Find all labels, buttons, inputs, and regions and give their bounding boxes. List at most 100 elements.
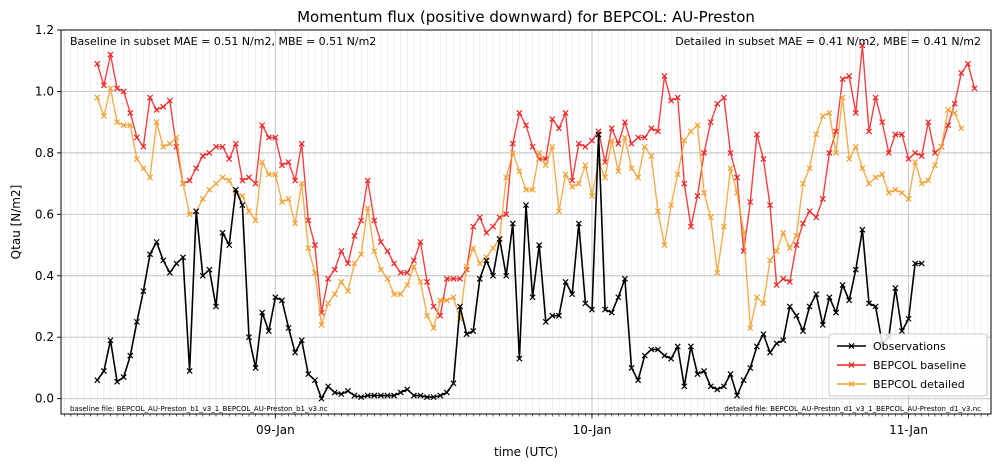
marker-stroke [734,174,741,181]
marker-stroke [549,116,556,123]
data-point-baseline [885,149,892,156]
marker-stroke [298,337,305,344]
data-point-baseline [285,159,292,166]
marker-stroke [371,217,378,224]
data-point-detailed [509,149,516,156]
marker-stroke [114,85,121,92]
data-point-observations [793,312,800,319]
marker-stroke [832,309,840,316]
data-point-observations [483,257,490,264]
data-point-observations [767,349,774,356]
data-point-baseline [872,94,879,101]
marker-stroke [344,288,351,295]
marker-stroke [536,149,543,156]
marker-stroke [892,285,899,292]
data-point-baseline [516,109,523,116]
data-point-baseline [753,131,760,138]
marker-stroke [661,352,668,359]
marker-stroke [648,125,655,132]
data-point-detailed [160,143,167,150]
marker-stroke [331,291,338,298]
marker-stroke [562,109,569,116]
marker-stroke [549,143,556,150]
data-point-detailed [522,186,530,193]
marker-stroke [529,294,536,301]
marker-stroke [522,186,530,193]
marker-stroke [839,281,846,289]
data-point-detailed [417,278,424,285]
marker-stroke [252,217,259,224]
data-point-observations [859,226,866,233]
data-point-observations [206,266,213,273]
data-point-baseline [107,51,114,58]
legend-marker-baseline [848,361,855,369]
marker-stroke [140,143,147,150]
marker-stroke [318,395,325,402]
marker-stroke [285,324,292,332]
data-point-baseline [371,217,378,224]
data-point-observations [364,392,371,399]
data-point-detailed [186,211,193,218]
marker-stroke [371,392,378,399]
data-point-observations [813,291,820,298]
marker-stroke [173,134,180,141]
marker-stroke [964,60,971,67]
marker-stroke [819,195,826,202]
marker-stroke [848,361,855,369]
marker-stroke [212,303,220,310]
marker-stroke [245,208,253,215]
marker-stroke [892,186,899,193]
marker-stroke [212,143,220,150]
marker-stroke [958,125,965,132]
marker-stroke [147,251,154,258]
data-point-detailed [852,143,859,150]
data-point-observations [865,300,873,307]
marker-stroke [404,269,411,276]
marker-stroke [635,377,642,384]
marker-stroke [107,51,114,58]
marker-stroke [325,383,332,390]
marker-stroke [404,281,411,289]
data-point-detailed [120,122,127,129]
data-point-baseline [945,122,952,129]
marker-stroke [668,97,675,104]
data-point-detailed [681,137,688,144]
data-point-detailed [503,174,510,181]
marker-stroke [602,159,609,166]
marker-stroke [516,109,523,116]
data-point-detailed [865,180,873,187]
data-point-observations [905,315,912,322]
data-point-baseline [555,125,563,132]
marker-stroke [120,374,127,381]
marker-stroke [344,387,351,394]
marker-stroke [476,214,483,221]
marker-stroke [641,134,648,141]
marker-stroke [773,248,780,255]
marker-stroke [786,245,793,252]
data-point-baseline [635,134,642,141]
marker-stroke [509,140,516,147]
data-point-observations [641,352,648,359]
marker-stroke [199,152,206,159]
data-point-detailed [885,189,892,196]
data-point-baseline [661,73,668,80]
data-point-detailed [94,94,101,101]
marker-stroke [648,346,655,353]
data-point-detailed [311,269,318,276]
marker-stroke [971,85,978,92]
data-point-observations [232,186,239,193]
data-point-baseline [298,140,305,147]
marker-stroke [694,192,701,199]
marker-stroke [852,266,859,273]
data-point-observations [694,371,701,378]
marker-stroke [437,297,444,304]
marker-stroke [654,128,661,135]
data-point-observations [595,131,602,138]
marker-stroke [206,266,213,273]
data-point-baseline [734,174,741,181]
data-point-detailed [734,189,741,196]
marker-stroke [127,122,134,129]
data-point-observations [608,309,615,316]
marker-stroke [153,106,160,113]
marker-stroke [687,343,694,350]
